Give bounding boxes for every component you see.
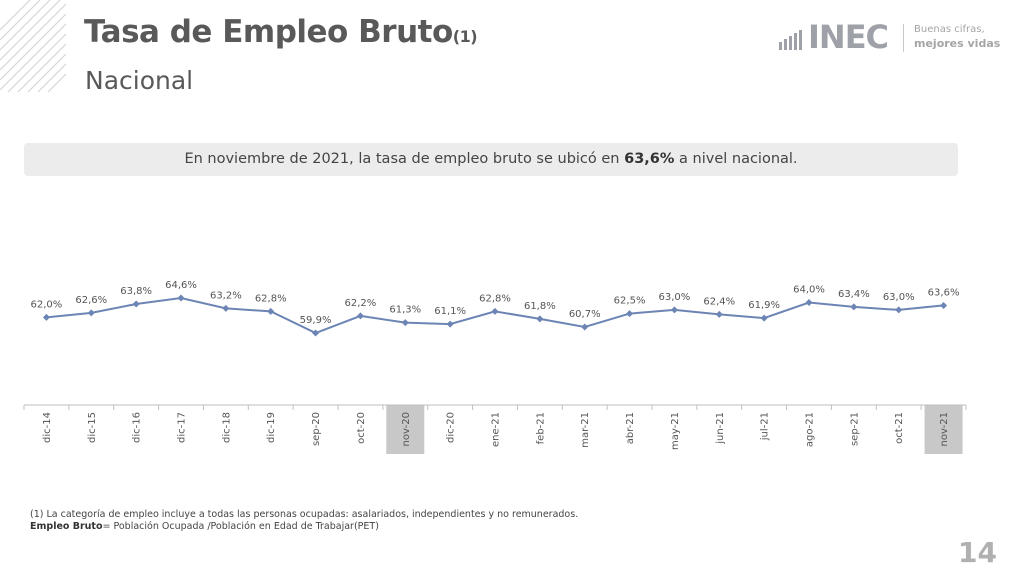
data-label-jul-21: 61,9%	[748, 300, 780, 311]
highlight-nov-20	[386, 405, 425, 454]
banner-highlight: 63,6%	[624, 151, 675, 167]
data-point-nov-20	[401, 319, 409, 327]
data-label-nov-20: 61,3%	[389, 305, 421, 316]
data-point-dic-19	[267, 307, 275, 315]
page-subtitle: Nacional	[85, 66, 194, 95]
category-label-dic-17: dic-17	[177, 412, 188, 443]
data-label-dic-15: 62,6%	[75, 295, 107, 306]
data-label-dic-20: 61,1%	[434, 306, 466, 317]
data-point-jun-21	[715, 310, 723, 318]
page-number: 14	[958, 536, 997, 569]
data-point-oct-20	[356, 312, 364, 320]
data-point-abr-21	[626, 310, 634, 318]
data-point-nov-21	[940, 301, 948, 309]
category-label-oct-20: oct-20	[356, 412, 367, 444]
category-label-dic-15: dic-15	[87, 412, 98, 443]
data-label-ago-21: 64,0%	[793, 284, 825, 295]
decorative-stripes	[0, 0, 67, 92]
data-label-mar-21: 60,7%	[569, 309, 601, 320]
footnote-1: (1) La categoría de empleo incluye a tod…	[30, 509, 579, 520]
footnote-definition: Empleo Bruto= Población Ocupada /Poblaci…	[30, 521, 379, 532]
category-label-ago-21: ago-21	[805, 412, 816, 447]
category-label-oct-21: oct-21	[894, 412, 905, 444]
data-point-dic-16	[132, 300, 140, 308]
category-label-dic-19: dic-19	[266, 412, 277, 443]
highlight-nov-21	[924, 405, 963, 454]
data-label-abr-21: 62,5%	[614, 296, 646, 307]
banner-text-after: a nivel nacional.	[674, 151, 798, 167]
data-point-oct-21	[895, 306, 903, 314]
category-label-jul-21: jul-21	[760, 412, 771, 441]
data-point-dic-20	[446, 320, 454, 328]
data-label-oct-20: 62,2%	[345, 298, 377, 309]
banner-text-before: En noviembre de 2021, la tasa de empleo …	[184, 151, 625, 167]
category-label-feb-21: feb-21	[535, 412, 546, 444]
definition-label: Empleo Bruto	[30, 521, 103, 532]
title-text: Tasa de Empleo Bruto	[84, 14, 453, 50]
data-label-dic-19: 62,8%	[255, 293, 287, 304]
data-point-dic-14	[42, 313, 50, 321]
category-label-abr-21: abr-21	[625, 412, 636, 444]
title-note: (1)	[452, 27, 478, 46]
data-point-jul-21	[760, 314, 768, 322]
data-point-dic-18	[222, 304, 230, 312]
logo-divider	[903, 24, 904, 52]
data-label-may-21: 63,0%	[659, 292, 691, 303]
category-label-may-21: may-21	[670, 412, 681, 450]
data-label-dic-17: 64,6%	[165, 280, 197, 291]
category-label-dic-20: dic-20	[446, 412, 457, 443]
data-label-ene-21: 62,8%	[479, 293, 511, 304]
data-point-feb-21	[536, 315, 544, 323]
data-label-dic-16: 63,8%	[120, 286, 152, 297]
category-label-dic-18: dic-18	[221, 412, 232, 443]
data-label-feb-21: 61,8%	[524, 301, 556, 312]
data-point-may-21	[670, 306, 678, 314]
category-label-sep-20: sep-20	[311, 412, 322, 446]
data-label-dic-18: 63,2%	[210, 290, 242, 301]
definition-text: = Población Ocupada /Población en Edad d…	[102, 521, 379, 532]
data-point-dic-17	[177, 294, 185, 302]
summary-banner: En noviembre de 2021, la tasa de empleo …	[24, 143, 958, 176]
category-label-sep-21: sep-21	[849, 412, 860, 446]
data-point-sep-20	[312, 329, 320, 337]
category-label-jun-21: jun-21	[715, 412, 726, 445]
data-label-jun-21: 62,4%	[703, 296, 735, 307]
category-label-dic-16: dic-16	[132, 412, 143, 443]
line-chart: 62,0% dic-14 62,6% dic-15 63,8% dic-16 64,6% di…	[23, 280, 967, 454]
logo-tagline-2: mejores vidas	[914, 37, 1001, 50]
data-label-oct-21: 63,0%	[883, 292, 915, 303]
logo-tagline-1: Buenas cifras,	[914, 24, 985, 35]
page-title: Tasa de Empleo Bruto(1)	[84, 14, 478, 50]
data-label-sep-20: 59,9%	[300, 315, 332, 326]
data-label-dic-14: 62,0%	[31, 299, 63, 310]
category-label-dic-14: dic-14	[42, 412, 53, 443]
category-label-ene-21: ene-21	[491, 412, 502, 447]
data-point-ago-21	[805, 298, 813, 306]
category-label-nov-20: nov-20	[401, 412, 412, 446]
logo-bars-icon	[779, 30, 802, 50]
category-label-mar-21: mar-21	[580, 412, 591, 448]
data-point-mar-21	[581, 323, 589, 331]
logo-wordmark: INEC	[808, 18, 889, 56]
data-point-ene-21	[491, 307, 499, 315]
data-label-nov-21: 63,6%	[928, 287, 960, 298]
category-label-nov-21: nov-21	[939, 412, 950, 446]
data-label-sep-21: 63,4%	[838, 289, 870, 300]
inec-logo: INEC Buenas cifras, mejores vidas	[778, 18, 1001, 56]
data-point-dic-15	[87, 309, 95, 317]
data-point-sep-21	[850, 303, 858, 311]
